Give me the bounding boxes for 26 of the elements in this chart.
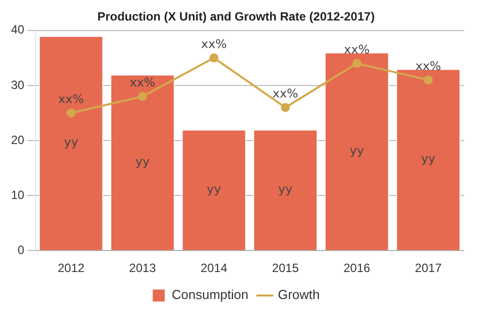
x-tick-label: 2014 bbox=[200, 261, 228, 276]
data-label: yy bbox=[421, 152, 436, 166]
y-tick-label: 0 bbox=[18, 242, 25, 257]
y-tick-label: 30 bbox=[10, 78, 25, 92]
data-label: xx% bbox=[415, 59, 442, 74]
y-tick-label: 10 bbox=[10, 188, 25, 202]
x-tick-label: 2017 bbox=[414, 261, 442, 276]
x-tick-label: 2013 bbox=[129, 261, 156, 276]
legend-label: Growth bbox=[278, 287, 320, 302]
y-tick-label: 40 bbox=[10, 22, 25, 37]
data-label: xx% bbox=[130, 76, 156, 90]
data-label: yy bbox=[278, 182, 292, 196]
data-label: yy bbox=[64, 135, 78, 150]
y-tick-label: 20 bbox=[10, 132, 25, 147]
data-label: xx% bbox=[344, 42, 370, 57]
data-label: yy bbox=[350, 143, 364, 158]
data-label: xx% bbox=[272, 86, 298, 101]
data-label: xx% bbox=[201, 37, 227, 52]
x-tick-label: 2012 bbox=[58, 261, 85, 276]
x-tick-label: 2016 bbox=[343, 261, 371, 276]
chart-title: Production (X Unit) and Growth Rate (2012-2017) bbox=[97, 10, 375, 24]
legend-label: Consumption bbox=[172, 287, 248, 302]
data-label: xx% bbox=[58, 92, 84, 106]
data-label: yy bbox=[206, 182, 222, 196]
data-label: yy bbox=[135, 154, 150, 168]
x-tick-label: 2015 bbox=[272, 261, 300, 276]
